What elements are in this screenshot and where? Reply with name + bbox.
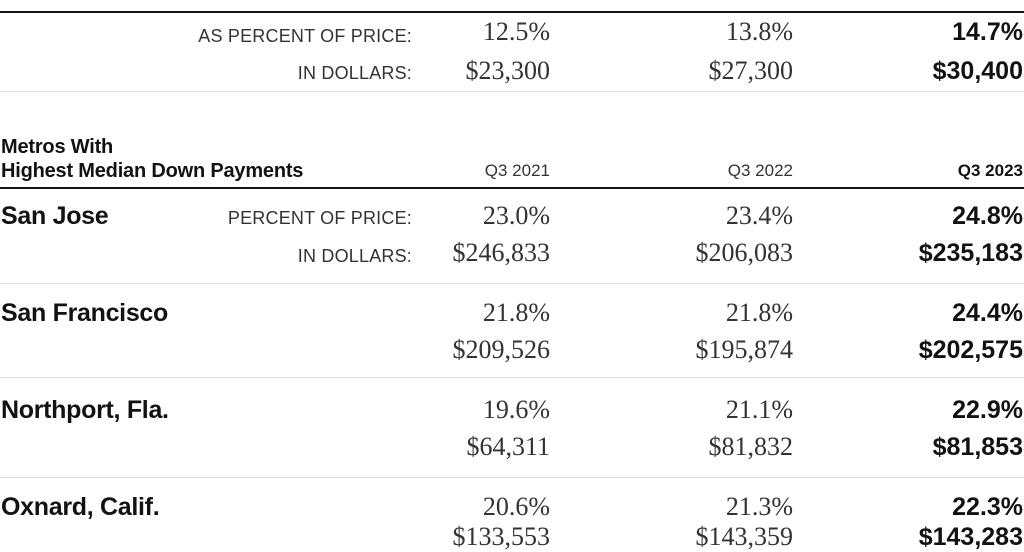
column-header-q3-2021: Q3 2021 xyxy=(484,161,550,180)
metro-percent-2023: 24.8% xyxy=(952,202,1023,230)
top-percent-2021: 12.5% xyxy=(482,17,550,46)
metro-percent-2022: 21.8% xyxy=(725,298,793,327)
in-dollars-label: IN DOLLARS: xyxy=(297,63,412,83)
top-rule xyxy=(0,11,1024,13)
section-title-line2: Highest Median Down Payments xyxy=(1,160,304,182)
metro-dollars-2021: $133,553 xyxy=(452,522,551,551)
top-dollars-2021: $23,300 xyxy=(465,56,551,85)
top-dollars-2023: $30,400 xyxy=(932,57,1023,85)
percent-of-price-label: AS PERCENT OF PRICE: xyxy=(198,26,412,46)
top-dollars-2022: $27,300 xyxy=(708,56,794,85)
metro-dollars-2021: $209,526 xyxy=(452,335,551,364)
column-header-q3-2022: Q3 2022 xyxy=(727,161,793,180)
metro-percent-2023: 22.9% xyxy=(952,396,1023,424)
metro-name: Oxnard, Calif. xyxy=(1,493,160,521)
metro-dollars-2023: $143,283 xyxy=(918,523,1023,551)
metro-percent-2022: 21.1% xyxy=(725,395,793,424)
metro-percent-2023: 24.4% xyxy=(952,299,1023,327)
header-rule xyxy=(0,187,1024,189)
metro-name: San Jose xyxy=(1,202,109,230)
metro-dollars-2021: $64,311 xyxy=(466,432,550,461)
row-divider xyxy=(0,477,1024,478)
metro-percent-2023: 22.3% xyxy=(952,493,1023,521)
metro-dollars-2022: $81,832 xyxy=(708,432,794,461)
metro-dollars-2022: $143,359 xyxy=(695,522,794,551)
column-header-q3-2023: Q3 2023 xyxy=(957,161,1023,180)
metro-percent-2021: 20.6% xyxy=(482,492,550,521)
top-percent-2023: 14.7% xyxy=(952,18,1023,46)
row-divider xyxy=(0,377,1024,378)
metro-percent-2022: 23.4% xyxy=(725,201,793,230)
in-dollars-label: IN DOLLARS: xyxy=(297,246,412,266)
section-title-line1: Metros With xyxy=(1,136,114,158)
metro-percent-2021: 19.6% xyxy=(482,395,550,424)
section-title: Metros With Highest Median Down Payments xyxy=(1,135,303,183)
metro-name: Northport, Fla. xyxy=(1,396,169,424)
top-percent-2022: 13.8% xyxy=(725,17,793,46)
metro-dollars-2023: $235,183 xyxy=(918,239,1023,267)
divider xyxy=(0,91,1024,92)
metro-dollars-2022: $195,874 xyxy=(695,335,794,364)
metro-percent-2022: 21.3% xyxy=(725,492,793,521)
row-divider xyxy=(0,283,1024,284)
metro-dollars-2022: $206,083 xyxy=(695,238,794,267)
metro-dollars-2023: $81,853 xyxy=(932,433,1023,461)
metro-percent-2021: 21.8% xyxy=(482,298,550,327)
metro-dollars-2023: $202,575 xyxy=(918,336,1023,364)
metro-dollars-2021: $246,833 xyxy=(452,238,551,267)
metro-percent-2021: 23.0% xyxy=(482,201,550,230)
percent-of-price-label: PERCENT OF PRICE: xyxy=(227,208,412,228)
metro-name: San Francisco xyxy=(1,299,168,327)
